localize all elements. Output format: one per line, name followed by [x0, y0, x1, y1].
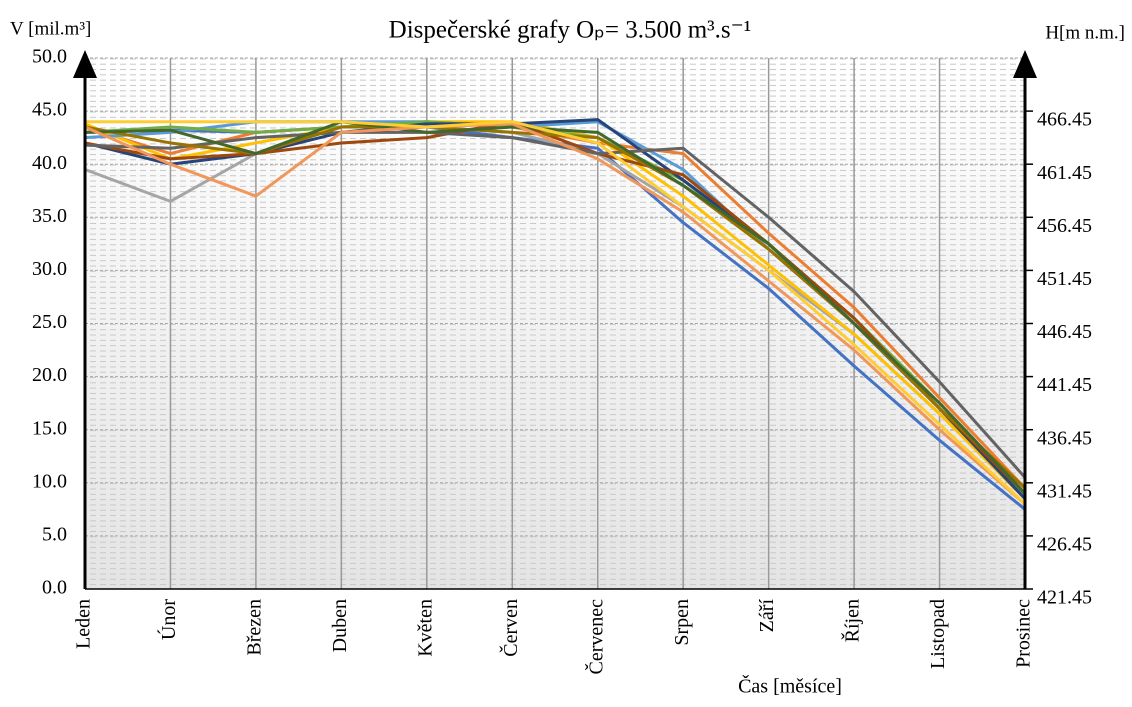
y-tick-label: 0.0: [42, 577, 67, 599]
x-tick-label: Květen: [414, 599, 436, 657]
y-tick-label: 5.0: [42, 523, 67, 545]
x-tick-label: Červenec: [583, 599, 607, 675]
y2-axis-arrow: [1013, 50, 1037, 78]
x-tick-label: Leden: [73, 599, 95, 649]
y2-tick-label: 431.45: [1037, 480, 1092, 502]
x-tick-label: Říjen: [841, 599, 864, 642]
x-tick-label: Srpen: [671, 599, 693, 646]
x-tick-label: Únor: [156, 599, 180, 640]
x-tick-label: Červen: [498, 599, 522, 657]
y2-tick-label: 451.45: [1037, 268, 1092, 290]
y2-tick-label: 436.45: [1037, 427, 1092, 449]
y-tick-label: 45.0: [32, 99, 67, 121]
y2-tick-label: 446.45: [1037, 321, 1092, 343]
y-tick-label: 10.0: [32, 470, 67, 492]
y-tick-label: 15.0: [32, 417, 67, 439]
x-tick-label: Březen: [244, 599, 266, 656]
x-tick-label: Duben: [329, 599, 351, 652]
series-line: [84, 120, 1027, 495]
series-line: [84, 130, 1027, 479]
x-axis-label: Čas [měsíce]: [738, 674, 842, 698]
x-tick-label: Prosinec: [1013, 599, 1035, 668]
y2-tick-label: 421.45: [1037, 587, 1092, 609]
y-tick-label: 30.0: [32, 258, 67, 280]
y2-tick-label: 441.45: [1037, 374, 1092, 396]
y2-axis-label: H[m n.m.]: [1045, 22, 1125, 43]
x-tick-label: Září: [756, 599, 778, 633]
series-line: [84, 120, 1027, 495]
chart-title: Dispečerské grafy Oₚ= 3.500 m³.s⁻¹: [389, 17, 752, 44]
y2-tick-label: 461.45: [1037, 162, 1092, 184]
y-axis-arrow: [73, 50, 97, 78]
y-tick-label: 40.0: [32, 152, 67, 174]
y2-tick-label: 426.45: [1037, 533, 1092, 555]
series-line: [85, 120, 1027, 506]
y2-tick-label: 456.45: [1037, 215, 1092, 237]
x-tick-label: Listopad: [927, 599, 949, 669]
y-tick-label: 35.0: [32, 205, 67, 227]
y-tick-label: 20.0: [32, 364, 67, 386]
y-tick-label: 50.0: [32, 46, 67, 68]
y2-tick-label: 466.45: [1037, 109, 1092, 131]
series-line: [84, 122, 1026, 506]
y-axis-label: V [mil.m³]: [10, 18, 91, 39]
y-tick-label: 25.0: [32, 311, 67, 333]
lines: [84, 118, 1027, 511]
